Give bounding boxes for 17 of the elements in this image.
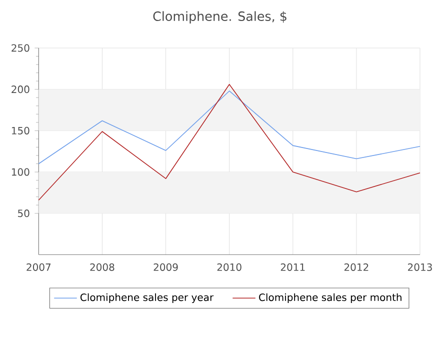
y-tick-label: 100 [12,168,30,176]
y-tick-label: 200 [12,86,30,94]
x-tick-label: 2011 [280,263,305,271]
legend-label: Clomiphene sales per month [259,293,402,303]
x-tick-label: 2009 [154,263,178,271]
line-series [38,90,420,164]
x-tick-label: 2008 [90,263,114,271]
y-tick-label: 50 [18,210,30,218]
legend-label: Clomiphene sales per year [80,293,214,303]
chart-title: Clomiphene. Sales, $ [153,11,286,24]
x-tick-label: 2010 [217,263,242,271]
y-tick-label: 150 [12,126,30,134]
y-tick-label: 250 [12,44,30,52]
x-tick-label: 2013 [408,263,432,271]
line-series [38,84,420,201]
x-tick-label: 2012 [344,263,368,271]
x-tick-label: 2007 [26,263,51,271]
